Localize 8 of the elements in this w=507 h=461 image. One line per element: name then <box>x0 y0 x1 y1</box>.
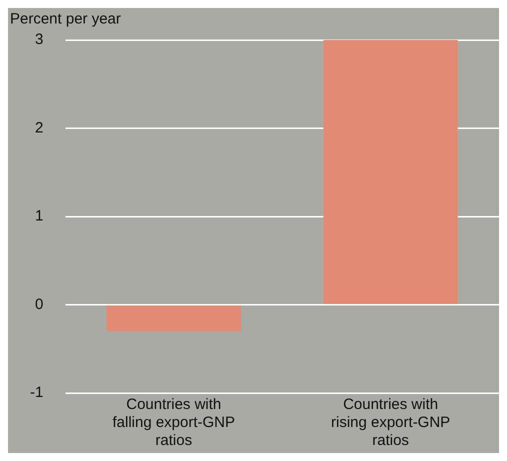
y-tick-label: 1 <box>34 208 44 225</box>
y-axis-title: Percent per year <box>10 10 121 28</box>
x-tick-label: Countries with rising export-GNP ratios <box>330 396 450 450</box>
y-tick-label: 3 <box>34 31 44 48</box>
y-tick-label: 2 <box>34 119 44 136</box>
y-tick-label: -1 <box>30 384 44 402</box>
y-tick-label: 0 <box>34 296 44 313</box>
x-tick-label: Countries with falling export-GNP ratios <box>112 396 236 450</box>
